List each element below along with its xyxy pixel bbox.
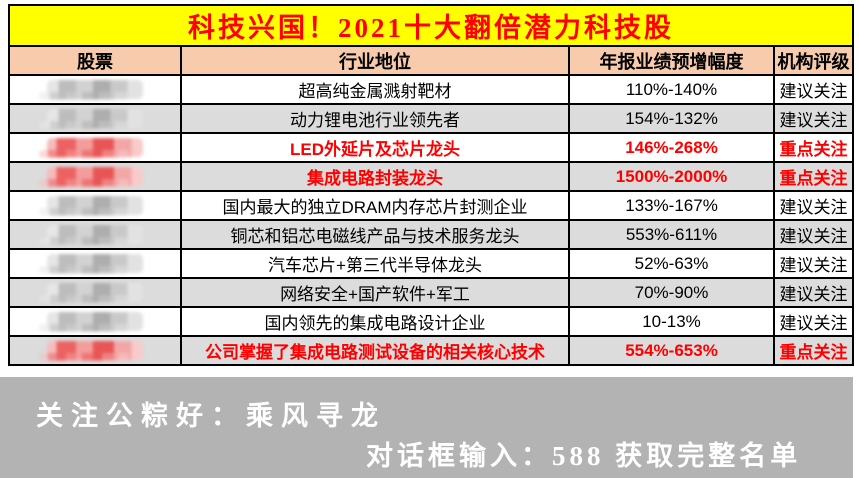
table-row: 铜芯和铝芯电磁线产品与技术服务龙头 553%-611% 建议关注 [8,219,854,250]
table-row: 公司掌握了集成电路测试设备的相关核心技术 554%-653% 重点关注 [8,335,854,366]
stock-name-cell [8,74,182,105]
table-body: 科技兴国！2021十大翻倍潜力科技股 股票 行业地位 年报业绩预增幅度 机构评级… [8,4,854,366]
industry-position-cell: LED外延片及芯片龙头 [180,132,570,163]
rating-cell: 重点关注 [773,335,854,366]
growth-range-cell: 146%-268% [568,132,775,163]
rating-cell: 重点关注 [773,132,854,163]
growth-range-cell: 133%-167% [568,190,775,221]
rating-cell: 建议关注 [773,306,854,337]
redacted-stock-name [39,254,143,274]
industry-position-cell: 网络安全+国产软件+军工 [180,277,570,308]
industry-position-cell: 国内最大的独立DRAM内存芯片封测企业 [180,190,570,221]
footer-banner [0,377,853,478]
redacted-stock-name [39,167,143,187]
rating-cell: 建议关注 [773,190,854,221]
redacted-stock-name [39,312,143,332]
title-row: 科技兴国！2021十大翻倍潜力科技股 [8,4,854,47]
stock-name-cell [8,103,182,134]
table-row: 国内最大的独立DRAM内存芯片封测企业 133%-167% 建议关注 [8,190,854,221]
redacted-stock-name [39,225,143,245]
col-header-rating: 机构评级 [773,45,854,76]
table-row: 集成电路封装龙头 1500%-2000% 重点关注 [8,161,854,192]
growth-range-cell: 1500%-2000% [568,161,775,192]
industry-position-cell: 超高纯金属溅射靶材 [180,74,570,105]
stock-name-cell [8,277,182,308]
industry-position-cell: 国内领先的集成电路设计企业 [180,306,570,337]
table-row: 网络安全+国产软件+军工 70%-90% 建议关注 [8,277,854,308]
stock-name-cell [8,335,182,366]
rating-cell: 建议关注 [773,103,854,134]
stock-name-cell [8,248,182,279]
growth-range-cell: 52%-63% [568,248,775,279]
stock-name-cell [8,190,182,221]
growth-range-cell: 110%-140% [568,74,775,105]
industry-position-cell: 铜芯和铝芯电磁线产品与技术服务龙头 [180,219,570,250]
growth-range-cell: 154%-132% [568,103,775,134]
industry-position-cell: 公司掌握了集成电路测试设备的相关核心技术 [180,335,570,366]
footer-note-input-code: 对话框输入：588 获取完整名单 [366,441,802,471]
industry-position-cell: 集成电路封装龙头 [180,161,570,192]
table-row: 汽车芯片+第三代半导体龙头 52%-63% 建议关注 [8,248,854,279]
col-header-stock: 股票 [8,45,182,76]
redacted-stock-name [39,80,143,100]
growth-range-cell: 10-13% [568,306,775,337]
rating-cell: 建议关注 [773,248,854,279]
growth-range-cell: 553%-611% [568,219,775,250]
redacted-stock-name [39,138,143,158]
stock-table: 科技兴国！2021十大翻倍潜力科技股 股票 行业地位 年报业绩预增幅度 机构评级… [8,4,854,366]
growth-range-cell: 70%-90% [568,277,775,308]
stock-name-cell [8,219,182,250]
growth-range-cell: 554%-653% [568,335,775,366]
page-title: 科技兴国！2021十大翻倍潜力科技股 [188,13,674,43]
redacted-stock-name [39,109,143,129]
header-row: 股票 行业地位 年报业绩预增幅度 机构评级 [8,45,854,76]
table-row: 国内领先的集成电路设计企业 10-13% 建议关注 [8,306,854,337]
redacted-stock-name [39,341,143,361]
industry-position-cell: 汽车芯片+第三代半导体龙头 [180,248,570,279]
industry-position-cell: 动力锂电池行业领先者 [180,103,570,134]
rating-cell: 重点关注 [773,161,854,192]
rating-cell: 建议关注 [773,219,854,250]
col-header-industry-position: 行业地位 [180,45,570,76]
table-row: LED外延片及芯片龙头 146%-268% 重点关注 [8,132,854,163]
table-row: 超高纯金属溅射靶材 110%-140% 建议关注 [8,74,854,105]
col-header-growth-range: 年报业绩预增幅度 [568,45,775,76]
footer-note-follow: 关注公粽好：乘风寻龙 [36,401,386,431]
stock-name-cell [8,161,182,192]
stock-name-cell [8,306,182,337]
stock-name-cell [8,132,182,163]
rating-cell: 建议关注 [773,74,854,105]
redacted-stock-name [39,283,143,303]
redacted-stock-name [39,196,143,216]
table-row: 动力锂电池行业领先者 154%-132% 建议关注 [8,103,854,134]
rating-cell: 建议关注 [773,277,854,308]
